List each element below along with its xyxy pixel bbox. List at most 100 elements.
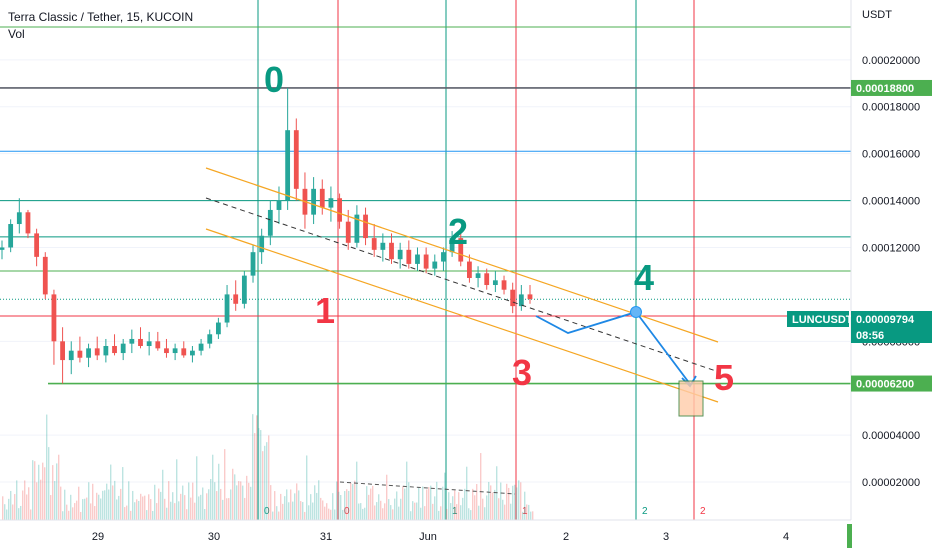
volume-bar — [114, 480, 116, 520]
volume-bar — [108, 489, 110, 520]
candle-body-56 — [484, 273, 490, 286]
volume-bar — [488, 481, 490, 520]
volume-bar — [510, 503, 512, 520]
volume-bar — [60, 486, 62, 520]
volume-bar — [102, 490, 104, 520]
volume-bar — [468, 508, 470, 520]
volume-bar — [428, 487, 430, 520]
wave-label-2: 2 — [448, 211, 468, 252]
volume-bar — [220, 488, 222, 520]
volume-bar — [224, 449, 226, 520]
volume-bar — [274, 491, 276, 520]
scroll-marker — [847, 524, 852, 548]
volume-bar — [460, 505, 462, 520]
candle-body-46 — [397, 249, 403, 260]
wave-label-3: 3 — [512, 352, 532, 393]
volume-bar — [200, 494, 202, 520]
volume-bar — [104, 490, 106, 520]
volume-trendline — [339, 481, 516, 495]
volume-bar — [382, 508, 384, 520]
volume-bar — [194, 502, 196, 520]
volume-bar — [444, 472, 446, 520]
candle-body-24 — [207, 334, 213, 344]
volume-bar — [56, 463, 58, 520]
volume-bar — [62, 511, 64, 520]
volume-bar — [76, 500, 78, 520]
volume-bar — [192, 482, 194, 520]
volume-bar — [346, 489, 348, 520]
volume-bar — [456, 504, 458, 520]
y-tick-4: 0.00012000 — [862, 242, 920, 254]
volume-bar — [298, 490, 300, 520]
candle-body-2 — [16, 212, 22, 225]
volume-bar — [452, 496, 454, 520]
candle-body-5 — [42, 256, 48, 295]
volume-bar — [338, 491, 340, 520]
volume-bar — [270, 485, 272, 520]
x-tick-0: 29 — [92, 531, 104, 543]
volume-bar — [58, 454, 60, 520]
candle-body-23 — [198, 343, 204, 351]
candle-body-13 — [112, 346, 117, 354]
volume-bar — [440, 506, 442, 520]
volume-bar — [354, 480, 356, 520]
candle-body-58 — [501, 280, 507, 290]
volume-bar — [314, 485, 316, 520]
candle-body-20 — [172, 348, 178, 354]
wave-label-5: 5 — [714, 357, 734, 398]
volume-bar — [330, 509, 332, 520]
volume-bar — [72, 507, 74, 520]
volume-bar — [294, 493, 296, 520]
volume-bar — [418, 487, 420, 520]
volume-bar — [18, 508, 20, 520]
volume-bar — [454, 490, 456, 520]
volume-bar — [68, 510, 70, 520]
volume-bar — [366, 486, 368, 520]
volume-bar — [22, 490, 24, 520]
volume-bar — [12, 504, 14, 520]
candle-body-57 — [492, 280, 498, 286]
volume-bar — [82, 499, 84, 520]
candle-body-44 — [380, 242, 386, 250]
volume-bar — [434, 496, 436, 520]
candle-body-19 — [164, 348, 169, 354]
x-tick-2: 31 — [320, 531, 332, 543]
price-badge-4 — [851, 327, 932, 343]
volume-bar — [4, 504, 6, 520]
price-badge-0 — [851, 79, 932, 96]
volume-bar — [168, 481, 170, 520]
volume-bar — [176, 459, 178, 520]
volume-bar — [80, 511, 82, 520]
volume-bar — [524, 491, 526, 520]
target-box — [678, 380, 704, 417]
volume-bar — [180, 493, 182, 520]
volume-bar — [426, 489, 428, 520]
volume-bar — [242, 485, 244, 520]
volume-bar — [226, 498, 228, 520]
volume-bar — [210, 479, 212, 520]
candle-body-15 — [129, 338, 135, 344]
candle-body-4 — [34, 233, 40, 257]
volume-bar — [504, 504, 506, 520]
volume-bar — [66, 504, 68, 520]
volume-bar — [402, 486, 404, 520]
volume-bar — [290, 489, 292, 520]
volume-bar — [450, 503, 452, 520]
candle-body-37 — [319, 188, 325, 208]
volume-bar — [78, 486, 80, 520]
candle-body-38 — [328, 198, 334, 208]
volume-bar — [498, 498, 500, 520]
price-badge-text-1: 0.00006200 — [856, 379, 914, 391]
candle-body-59 — [510, 289, 516, 307]
candle-body-55 — [475, 273, 481, 278]
volume-bar — [138, 500, 140, 520]
volume-bar — [258, 428, 260, 520]
volume-bar — [152, 510, 154, 520]
candle-body-29 — [250, 252, 256, 276]
volume-bar — [380, 500, 382, 520]
projection-path — [535, 310, 691, 385]
volume-bar — [184, 495, 186, 520]
volume-bar — [490, 485, 492, 520]
candles — [0, 87, 533, 384]
